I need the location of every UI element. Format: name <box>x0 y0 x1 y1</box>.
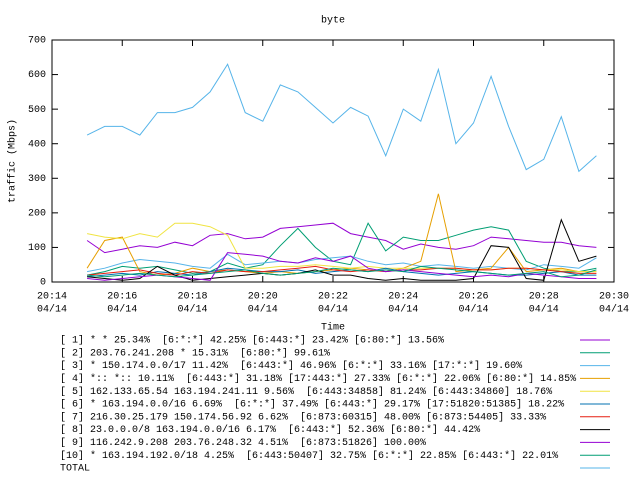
x-tick-label: 04/14 <box>248 304 278 316</box>
x-tick-label: 20:26 <box>458 292 488 303</box>
series-line <box>87 218 597 281</box>
x-tick-label: 04/14 <box>177 304 207 316</box>
y-tick-label: 300 <box>28 174 46 185</box>
y-tick-label: 700 <box>28 36 46 47</box>
x-tick-label: 20:24 <box>388 292 418 303</box>
y-tick-label: 200 <box>28 208 46 219</box>
series-line <box>87 265 597 278</box>
y-tick-label: 100 <box>28 243 46 254</box>
x-axis-label: Time <box>321 322 345 334</box>
x-tick-label: 20:30 <box>599 292 629 303</box>
legend-label: [ 2] 203.76.241.208 * 15.31% [6:80:*] 99… <box>60 347 330 359</box>
legend-label: [ 3] * 150.174.0.0/17 11.42% [6:443:*] 4… <box>60 360 522 372</box>
y-axis-label: traffic (Mbps) <box>7 119 19 203</box>
legend-label: [10] * 163.194.192.0/18 4.25% [6:443:504… <box>60 450 558 462</box>
chart-title: byte <box>321 15 345 27</box>
x-tick-label: 04/14 <box>458 304 488 316</box>
x-tick-label: 20:20 <box>248 292 278 303</box>
series-line <box>87 222 597 276</box>
legend-label: [ 4] *:: *:: 10.11% [6:443:*] 31.18% [17… <box>60 373 576 385</box>
x-tick-label: 20:14 <box>37 292 67 303</box>
y-tick-label: 600 <box>28 70 46 81</box>
series-line <box>87 222 597 273</box>
x-tick-label: 04/14 <box>599 304 629 316</box>
legend-label: [ 8] 23.0.0.0/8 163.194.0.0/16 6.17% [6:… <box>60 424 480 436</box>
x-tick-label: 20:16 <box>107 292 137 303</box>
x-tick-label: 04/14 <box>529 304 559 316</box>
series-line <box>86 63 597 173</box>
x-tick-label: 04/14 <box>388 304 418 316</box>
x-tick-label: 04/14 <box>107 304 137 316</box>
y-tick-label: 500 <box>28 105 46 116</box>
x-tick-label: 20:22 <box>318 292 348 303</box>
x-tick-label: 04/14 <box>37 304 67 316</box>
legend-label: [ 5] 162.133.65.54 163.194.241.11 9.56% … <box>60 386 552 398</box>
y-tick-label: 0 <box>40 278 46 289</box>
x-tick-label: 20:18 <box>177 292 207 303</box>
legend-label: [ 9] 116.242.9.208 203.76.248.32 4.51% [… <box>60 437 426 449</box>
series-line <box>87 265 597 276</box>
x-tick-label: 04/14 <box>318 304 348 316</box>
legend-label: [ 7] 216.30.25.179 150.174.56.92 6.62% [… <box>60 411 546 423</box>
plot-frame <box>51 39 615 283</box>
legend-label: [ 6] * 163.194.0.0/16 6.69% [6:*:*] 37.4… <box>60 399 564 411</box>
legend-label: TOTAL <box>60 464 90 475</box>
x-tick-label: 20:28 <box>529 292 559 303</box>
series-line <box>86 222 597 254</box>
legend-label: [ 1] * * 25.34% [6:*:*] 42.25% [6:443:*]… <box>60 335 444 347</box>
y-tick-label: 400 <box>28 139 46 150</box>
